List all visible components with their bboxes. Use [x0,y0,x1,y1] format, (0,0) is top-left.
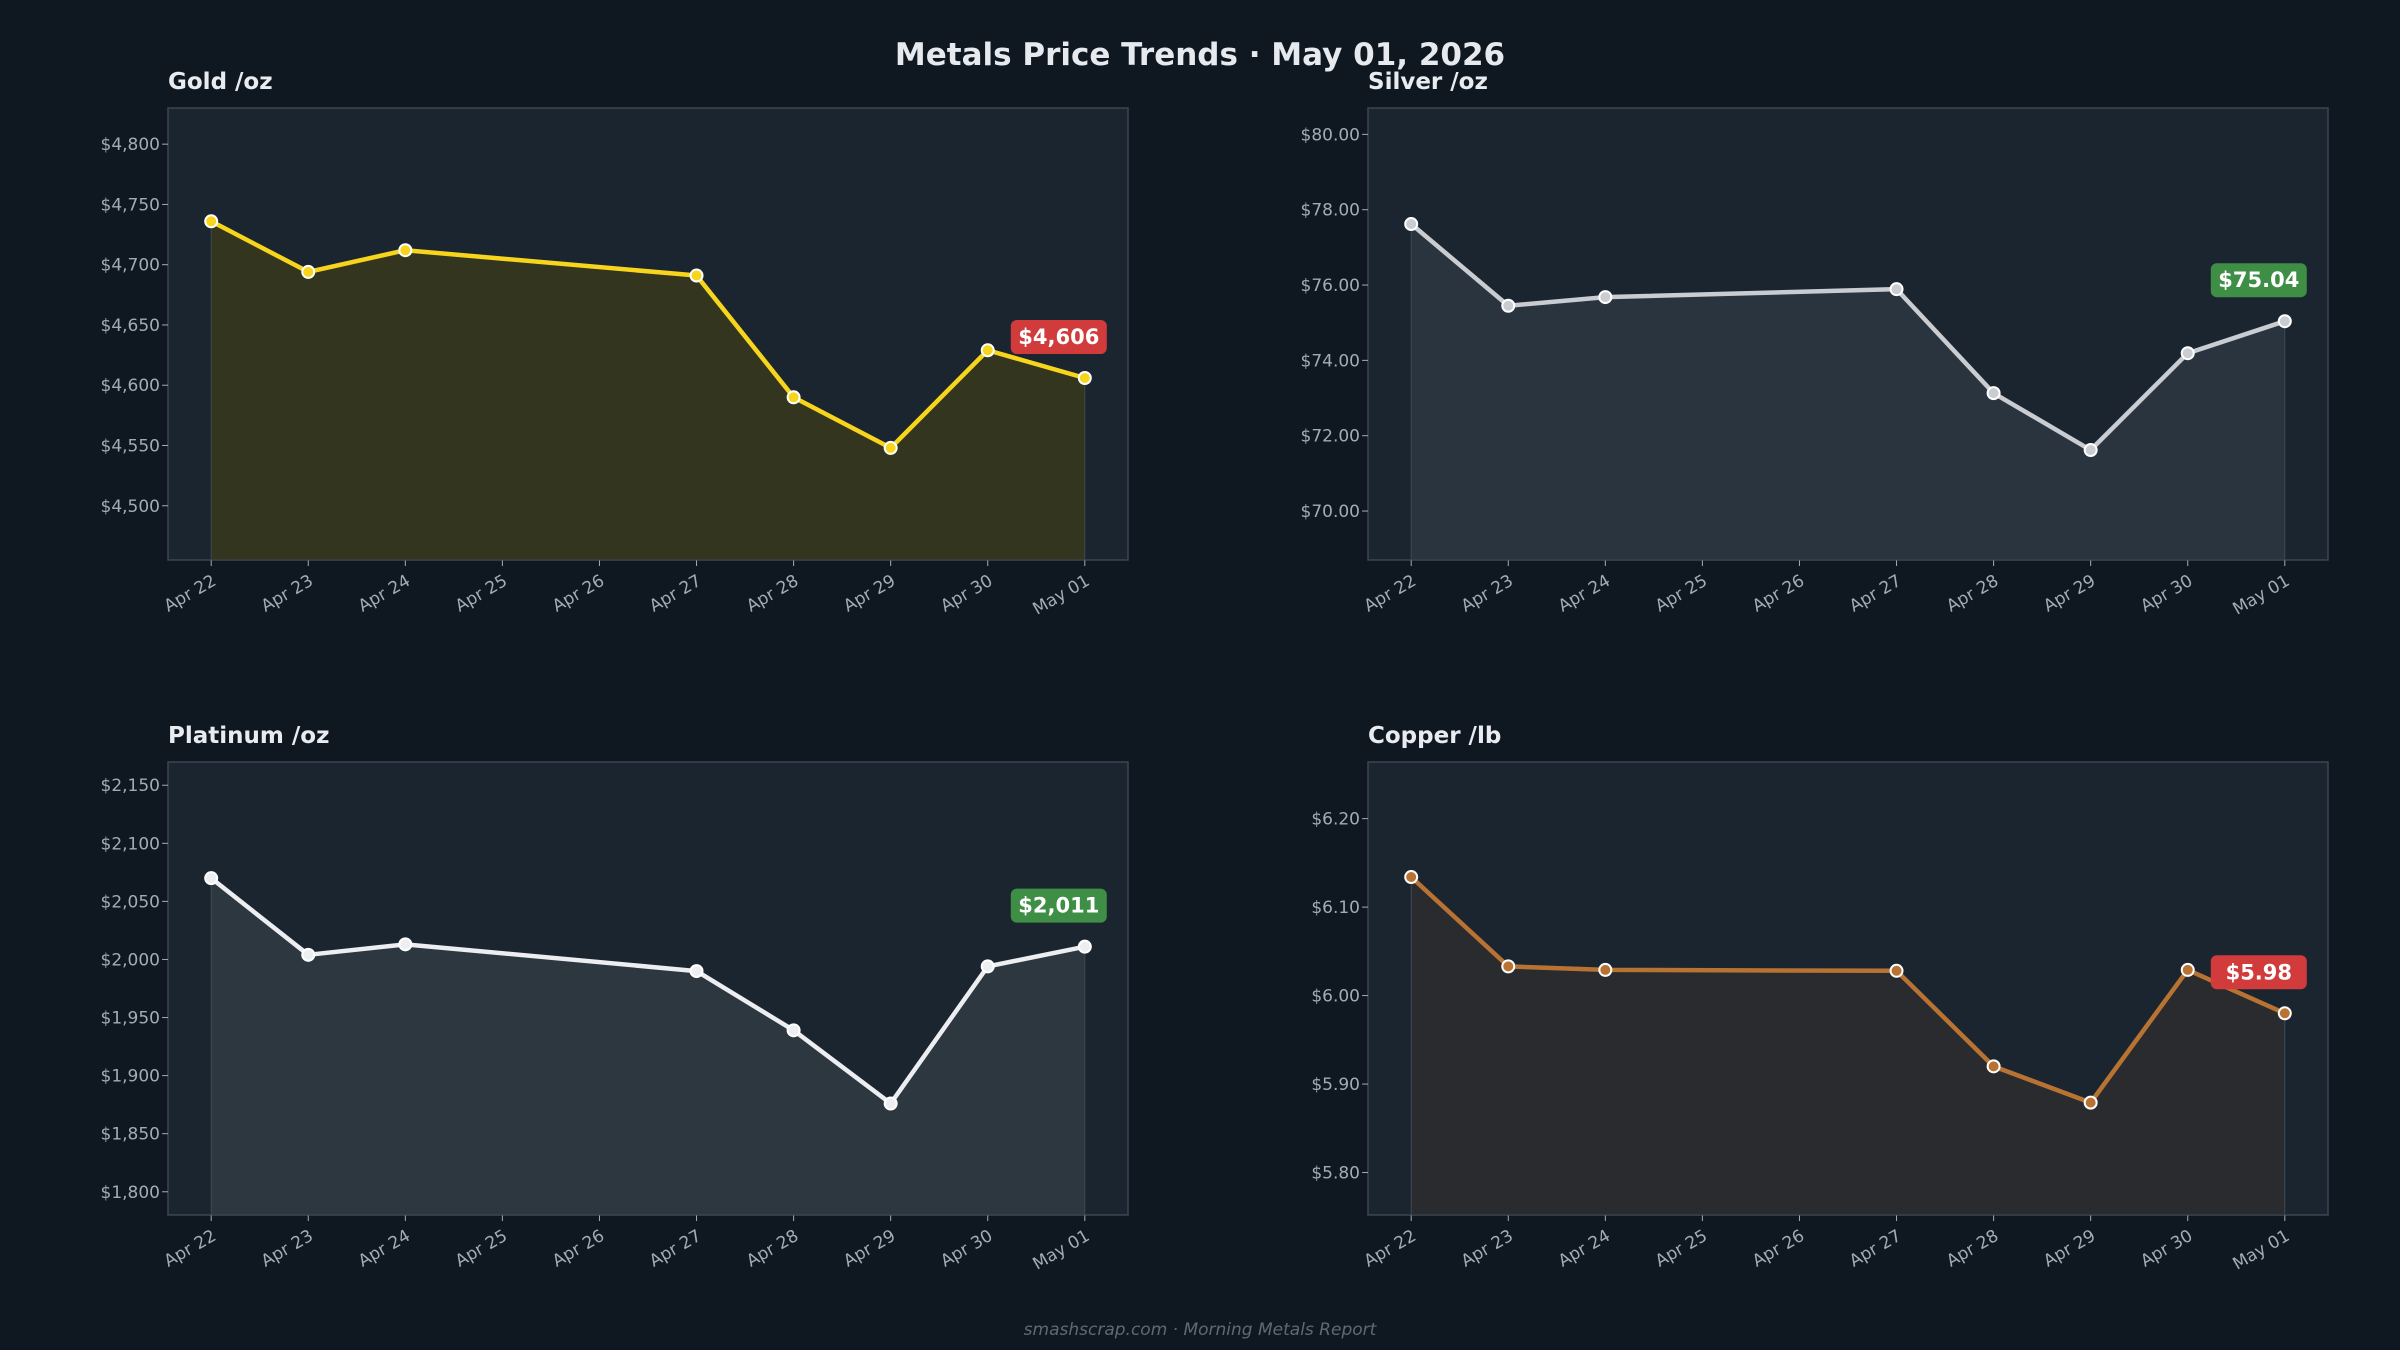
data-point [2180,962,2195,977]
y-tick-label: $4,550 [101,436,160,456]
data-point [689,964,704,979]
data-point [2083,1095,2098,1110]
y-tick-label: $70.00 [1301,502,1360,522]
y-tick-label: $4,700 [101,256,160,276]
y-tick-label: $2,150 [101,776,160,796]
last-price-badge [1010,888,1107,923]
y-tick-label: $4,650 [101,316,160,336]
y-tick-label: $4,600 [101,376,160,396]
data-point [2180,346,2195,361]
data-point [980,343,995,358]
data-point [1501,298,1516,313]
data-point [1889,963,1904,978]
figure-title: Metals Price Trends · May 01, 2026 [895,37,1505,73]
y-tick-label: $2,100 [101,834,160,854]
data-point [204,871,219,886]
data-point [1404,870,1419,885]
series-line [1408,221,2288,453]
panel-title: Gold /oz [168,69,273,95]
chart-panel-0: Gold /oz $4,500 $4,550 $4,600 $4,650 $4,700 $4… [101,69,1129,619]
last-price-badge [2210,263,2307,298]
data-point [1598,962,1613,977]
last-price-badge-label: $4,606 [1018,325,1099,349]
data-point [1986,1059,2001,1074]
data-point [2083,443,2098,458]
last-price-badge-label: $75.04 [2218,268,2299,292]
data-point [883,1096,898,1111]
y-tick-label: $1,800 [101,1183,160,1203]
last-price-badge-label: $5.98 [2226,960,2292,984]
y-tick-label: $5.90 [1311,1075,1360,1095]
data-point [2277,314,2292,329]
data-point [980,959,995,974]
y-tick-label: $2,000 [101,950,160,970]
data-point [301,264,316,279]
data-point [398,243,413,258]
y-tick-label: $1,950 [101,1009,160,1029]
y-tick-label: $6.10 [1311,898,1360,918]
y-tick-label: $76.00 [1301,276,1360,296]
y-tick-label: $4,800 [101,135,160,155]
data-point [1077,939,1092,954]
last-price-badge-label: $2,011 [1018,894,1099,918]
data-point [1598,290,1613,305]
y-tick-label: $4,500 [101,497,160,517]
data-point [398,937,413,952]
chart-panel-1: Silver /oz $70.00 $72.00 $74.00 $76.00 $78.00… [1301,69,2329,619]
y-tick-label: $2,050 [101,892,160,912]
panels: Gold /oz $4,500 $4,550 $4,600 $4,650 $4,700 $4… [101,69,2329,1274]
last-price-badge [2210,955,2307,990]
y-tick-label: $5.80 [1311,1164,1360,1184]
data-point [689,268,704,283]
panel-title: Copper /lb [1368,723,1501,749]
panel-title: Silver /oz [1368,69,1488,95]
last-price-badge [1010,319,1107,354]
data-point [1501,959,1516,974]
data-point [2277,1006,2292,1021]
series-line [1408,874,2288,1105]
data-point [1077,370,1092,385]
y-tick-label: $1,900 [101,1067,160,1087]
y-tick-label: $6.20 [1311,810,1360,830]
data-point [204,214,219,229]
y-tick-label: $72.00 [1301,427,1360,447]
y-tick-label: $74.00 [1301,351,1360,371]
panel-title: Platinum /oz [168,723,329,749]
footer-credit: smashscrap.com · Morning Metals Report [1024,1320,1378,1340]
data-point [301,947,316,962]
data-point [1986,386,2001,401]
data-point [1404,217,1419,232]
series-line [208,875,1088,1106]
y-tick-label: $78.00 [1301,201,1360,221]
series-line [208,219,1088,451]
y-tick-label: $4,750 [101,195,160,215]
y-tick-label: $80.00 [1301,125,1360,145]
chart-panel-2: Platinum /oz $1,800 $1,850 $1,900 $1,950 $2,0… [101,723,1129,1274]
y-tick-label: $1,850 [101,1125,160,1145]
data-point [1889,282,1904,297]
data-point [883,440,898,455]
y-tick-label: $6.00 [1311,987,1360,1007]
data-point [786,1023,801,1038]
data-point [786,390,801,405]
